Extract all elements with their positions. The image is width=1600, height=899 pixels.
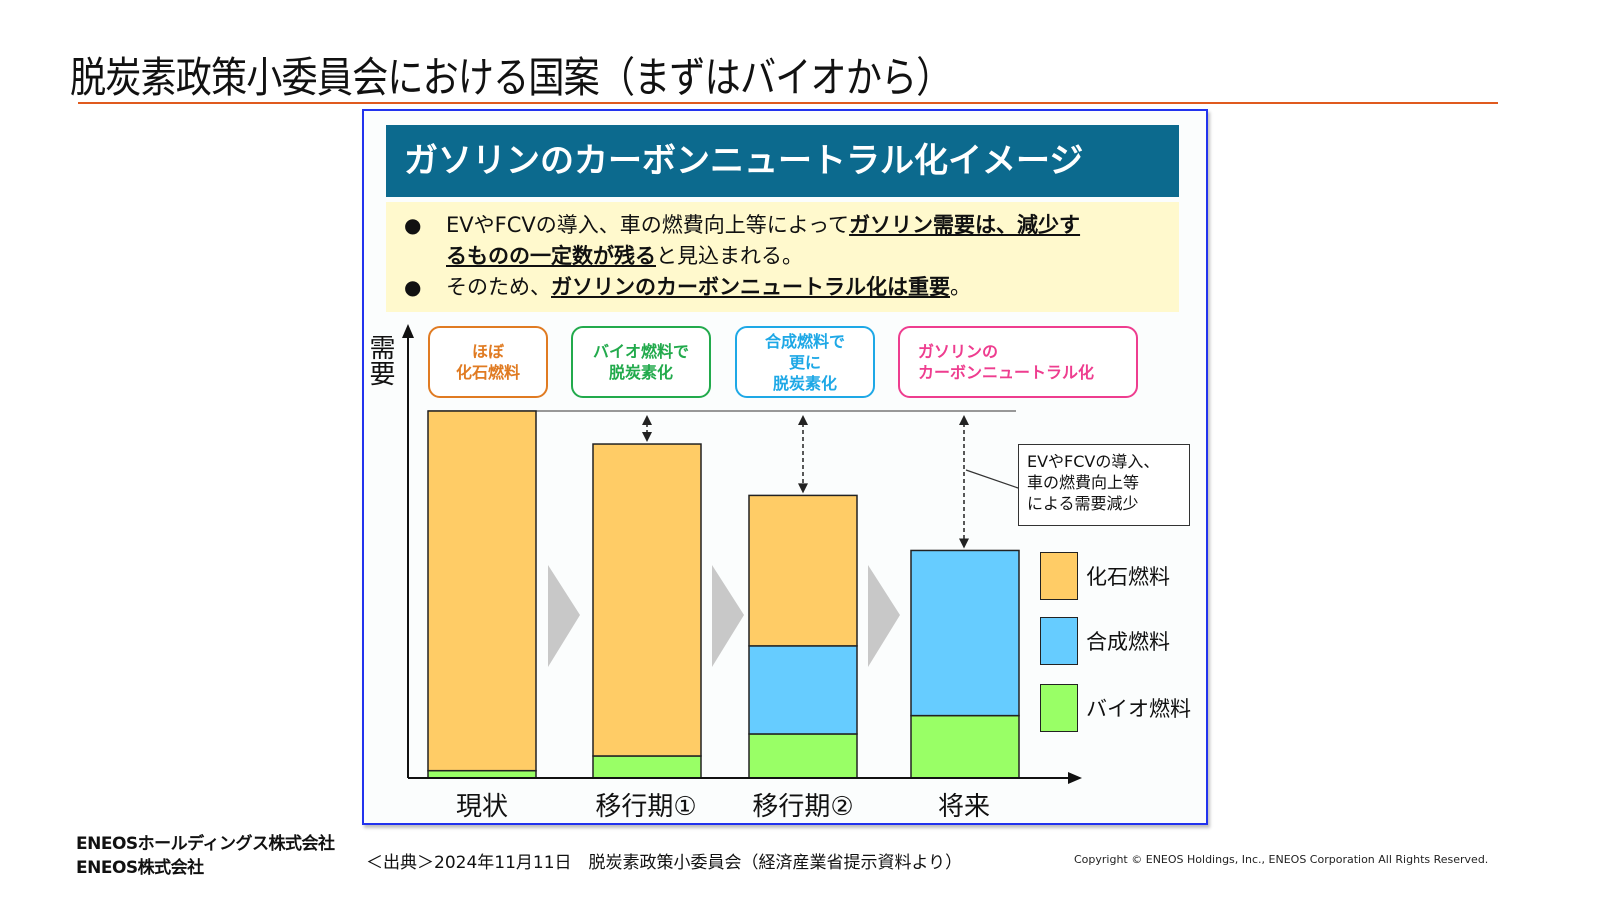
stage-box-line: ほぼ: [471, 342, 504, 361]
legend-item-fossil: 化石燃料: [1040, 552, 1170, 600]
legend-label: 合成燃料: [1086, 630, 1170, 654]
stage-box-line: 更に: [788, 352, 821, 372]
legend-label: 化石燃料: [1086, 565, 1170, 589]
note-2: ● そのため、ガソリンのカーボンニュートラル化は重要。: [404, 272, 1179, 303]
legend-label: バイオ燃料: [1086, 697, 1191, 721]
stage-box-bio: バイオ燃料で 脱炭素化: [571, 326, 711, 398]
legend-swatch: [1040, 552, 1078, 600]
note-1-text-bold-2: るものの一定数が残る: [446, 244, 656, 268]
y-axis-label: 需要: [365, 334, 395, 386]
stage-box-carbon-neutral: ガソリンのカーボンニュートラル化: [898, 326, 1138, 398]
stage-box-line: バイオ燃料で: [592, 342, 689, 361]
callout-line: EVやFCVの導入、: [1027, 452, 1160, 471]
note-1-text-bold: ガソリン需要は、減少す: [849, 213, 1081, 237]
stage-box-fossil: ほぼ 化石燃料: [428, 326, 548, 398]
note-2-text-plain: そのため、: [446, 275, 551, 299]
stage-box-synthetic: 合成燃料で 更に 脱炭素化: [735, 326, 875, 398]
company-name-1: ENEOSホールディングス株式会社: [76, 834, 335, 854]
x-tick-label: 現状: [455, 792, 508, 822]
stage-box-line: カーボンニュートラル化: [918, 363, 1095, 382]
note-2-text-end: 。: [950, 275, 971, 299]
stage-box-line: 化石燃料: [455, 363, 520, 382]
x-tick-label: 移行期①: [595, 792, 697, 822]
x-tick-label: 移行期②: [752, 792, 854, 822]
callout-line: 車の燃費向上等: [1027, 473, 1140, 492]
stage-box-line: 合成燃料で: [764, 331, 845, 351]
source-note: ＜出典＞2024年11月11日 脱炭素政策小委員会（経済産業省提示資料より）: [366, 853, 963, 873]
company-logo: ENEOSホールディングス株式会社 ENEOS株式会社: [76, 832, 335, 880]
bullet-icon: ●: [404, 275, 422, 299]
note-1-text-plain-2: と見込まれる。: [656, 244, 803, 268]
figure-notes: ● EVやFCVの導入、車の燃費向上等によってガソリン需要は、減少す るものの一…: [386, 202, 1179, 312]
stage-box-line: 脱炭素化: [608, 363, 673, 382]
copyright: Copyright © ENEOS Holdings, Inc., ENEOS …: [1074, 853, 1489, 866]
note-2-text-bold: ガソリンのカーボンニュートラル化は重要: [551, 275, 950, 299]
legend-swatch: [1040, 684, 1078, 732]
slide-title: 脱炭素政策小委員会における国案（まずはバイオから）: [70, 53, 952, 102]
legend-item-synthetic: 合成燃料: [1040, 617, 1170, 665]
title-divider: [78, 102, 1498, 104]
note-1-text-plain: EVやFCVの導入、車の燃費向上等によって: [446, 213, 850, 237]
company-name-2: ENEOS株式会社: [76, 858, 204, 878]
note-1: ● EVやFCVの導入、車の燃費向上等によってガソリン需要は、減少す るものの一…: [404, 210, 1179, 272]
legend-swatch: [1040, 617, 1078, 665]
stage-box-line: ガソリンの: [918, 342, 999, 361]
legend-item-bio: バイオ燃料: [1040, 684, 1191, 732]
callout-box: EVやFCVの導入、 車の燃費向上等 による需要減少: [1018, 444, 1190, 526]
callout-line: による需要減少: [1027, 494, 1139, 513]
figure-header: ガソリンのカーボンニュートラル化イメージ: [386, 125, 1179, 197]
stage-box-line: 脱炭素化: [772, 373, 837, 393]
x-tick-label: 将来: [937, 792, 990, 822]
bullet-icon: ●: [404, 213, 422, 237]
